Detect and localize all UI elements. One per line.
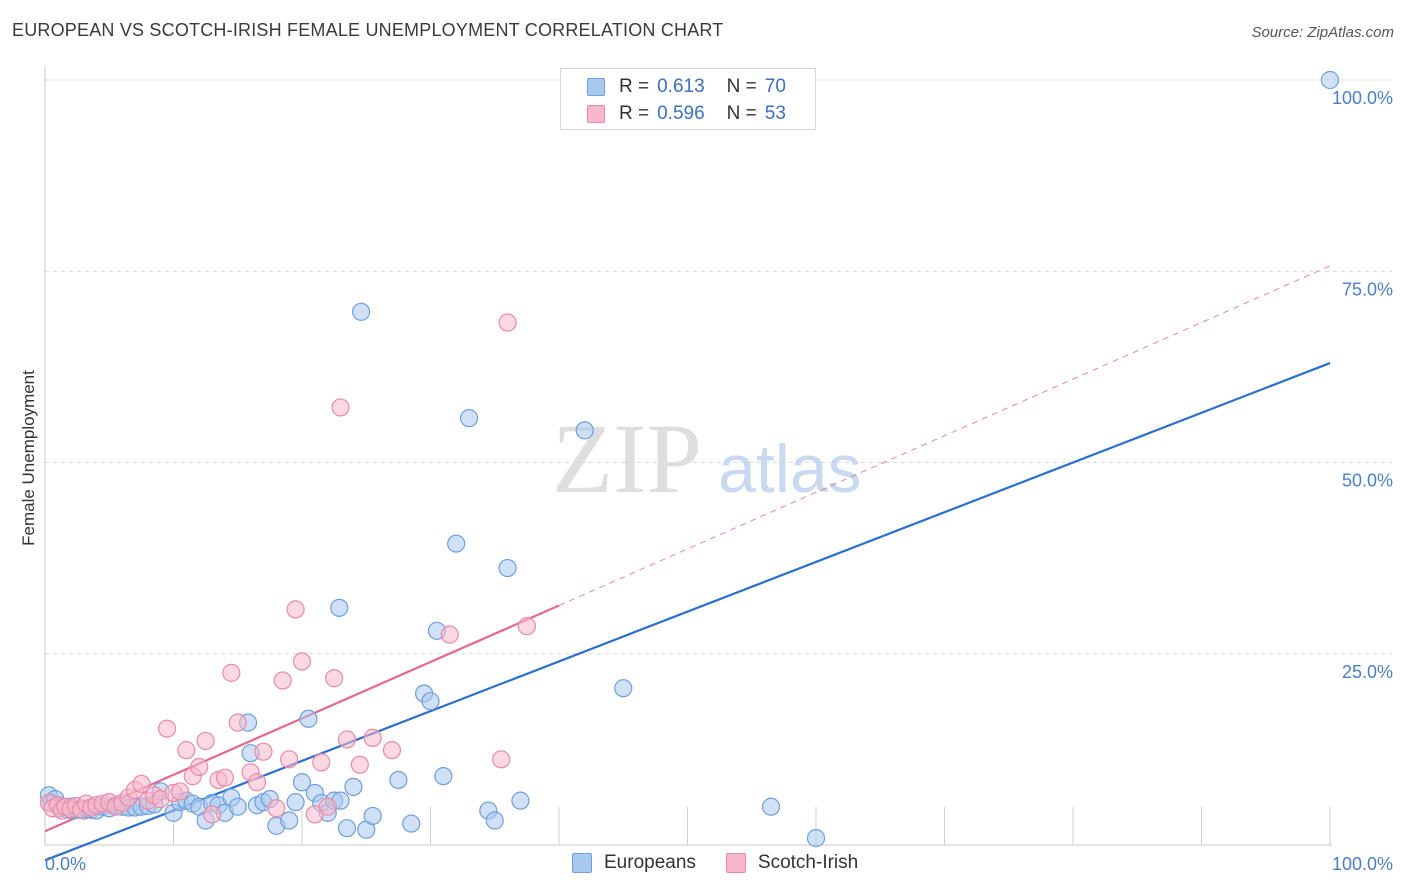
point-scotch-irish <box>363 728 382 748</box>
stats-legend: R = 0.613 N = 70 R = 0.596 N = 53 <box>560 68 816 130</box>
point-europeans <box>402 814 421 833</box>
point-europeans <box>344 777 363 796</box>
legend-r-label: R = <box>619 103 650 124</box>
watermark-atlas: atlas <box>718 431 862 507</box>
point-europeans <box>614 679 633 698</box>
point-scotch-irish <box>350 755 369 774</box>
point-europeans <box>575 421 594 440</box>
point-scotch-irish <box>292 652 312 671</box>
y-tick-label: 50.0% <box>1342 471 1393 491</box>
watermark-zip: ZIP <box>552 403 702 514</box>
legend-r-value: 0.613 <box>657 76 705 97</box>
point-europeans <box>459 409 479 428</box>
point-scotch-irish <box>157 719 177 738</box>
point-europeans <box>280 811 299 830</box>
point-europeans <box>421 692 440 711</box>
point-europeans <box>434 767 453 786</box>
point-europeans <box>389 770 408 790</box>
point-scotch-irish <box>273 671 292 690</box>
legend-n-label: N = <box>726 103 757 124</box>
legend-label-scotch-irish: Scotch-Irish <box>757 852 859 873</box>
point-europeans <box>330 598 349 617</box>
point-europeans <box>761 797 781 816</box>
data-points <box>39 70 1340 848</box>
legend-item-scotch-irish[interactable]: Scotch-Irish <box>725 852 859 874</box>
point-scotch-irish <box>331 398 350 417</box>
point-scotch-irish <box>177 741 196 760</box>
legend-label-europeans: Europeans <box>604 852 696 873</box>
point-europeans <box>511 791 530 810</box>
point-scotch-irish <box>247 773 267 792</box>
legend-swatch-europeans <box>587 78 605 96</box>
watermark: ZIP atlas <box>552 403 862 514</box>
trend-lines <box>44 265 1331 862</box>
chart-source: Source: ZipAtlas.com <box>1251 24 1394 41</box>
legend-r-label: R = <box>619 76 650 97</box>
legend-n-label: N = <box>726 76 757 97</box>
y-tick-label: 25.0% <box>1342 662 1393 682</box>
point-europeans <box>337 819 357 838</box>
legend-n-value: 53 <box>764 103 786 124</box>
point-europeans <box>363 806 382 826</box>
legend-row-scotch-irish: R = 0.596 N = 53 <box>587 102 786 126</box>
point-scotch-irish <box>312 753 331 772</box>
point-scotch-irish <box>517 617 536 636</box>
point-scotch-irish <box>190 757 209 777</box>
point-scotch-irish <box>132 774 151 793</box>
legend-r-value: 0.596 <box>657 103 705 124</box>
legend-n-value: 70 <box>764 76 786 97</box>
x-tick-label: 0.0% <box>45 854 86 874</box>
point-scotch-irish <box>196 731 215 751</box>
axis-ticks: 25.0% 50.0% 75.0% 100.0% 0.0% 100.0% <box>45 88 1393 874</box>
point-europeans <box>806 829 826 848</box>
trend-extension-scotch-irish <box>558 265 1331 607</box>
point-europeans <box>447 534 466 553</box>
point-scotch-irish <box>498 313 517 332</box>
x-tick-label: 100.0% <box>1332 854 1393 874</box>
point-scotch-irish <box>170 782 190 801</box>
point-europeans <box>286 793 305 812</box>
point-europeans <box>1320 70 1340 90</box>
legend-row-europeans: R = 0.613 N = 70 <box>587 75 786 99</box>
point-europeans <box>485 811 504 830</box>
chart-title: EUROPEAN VS SCOTCH-IRISH FEMALE UNEMPLOY… <box>12 20 724 40</box>
point-scotch-irish <box>337 730 357 749</box>
point-europeans <box>498 558 517 578</box>
point-scotch-irish <box>492 750 511 769</box>
point-scotch-irish <box>222 663 241 682</box>
point-scotch-irish <box>440 625 459 644</box>
point-scotch-irish <box>202 805 222 824</box>
point-europeans <box>352 302 371 321</box>
point-scotch-irish <box>318 797 337 816</box>
point-scotch-irish <box>325 669 344 688</box>
point-scotch-irish <box>215 768 234 787</box>
series-legend: Europeans Scotch-Irish <box>572 852 888 874</box>
y-tick-label: 75.0% <box>1342 279 1393 299</box>
point-scotch-irish <box>228 713 247 732</box>
grid <box>44 79 1392 846</box>
y-tick-label: 100.0% <box>1332 88 1393 108</box>
point-scotch-irish <box>280 750 299 769</box>
point-scotch-irish <box>286 600 305 619</box>
point-europeans <box>228 797 247 816</box>
point-scotch-irish <box>382 741 402 760</box>
point-europeans <box>299 709 318 728</box>
point-europeans <box>292 773 312 792</box>
legend-item-europeans[interactable]: Europeans <box>572 852 696 874</box>
legend-swatch-europeans <box>572 853 592 873</box>
legend-swatch-scotch-irish <box>587 105 605 123</box>
point-scotch-irish <box>254 742 273 761</box>
point-scotch-irish <box>267 799 286 818</box>
y-axis-label: Female Unemployment <box>19 370 38 546</box>
legend-swatch-scotch-irish <box>725 853 746 873</box>
